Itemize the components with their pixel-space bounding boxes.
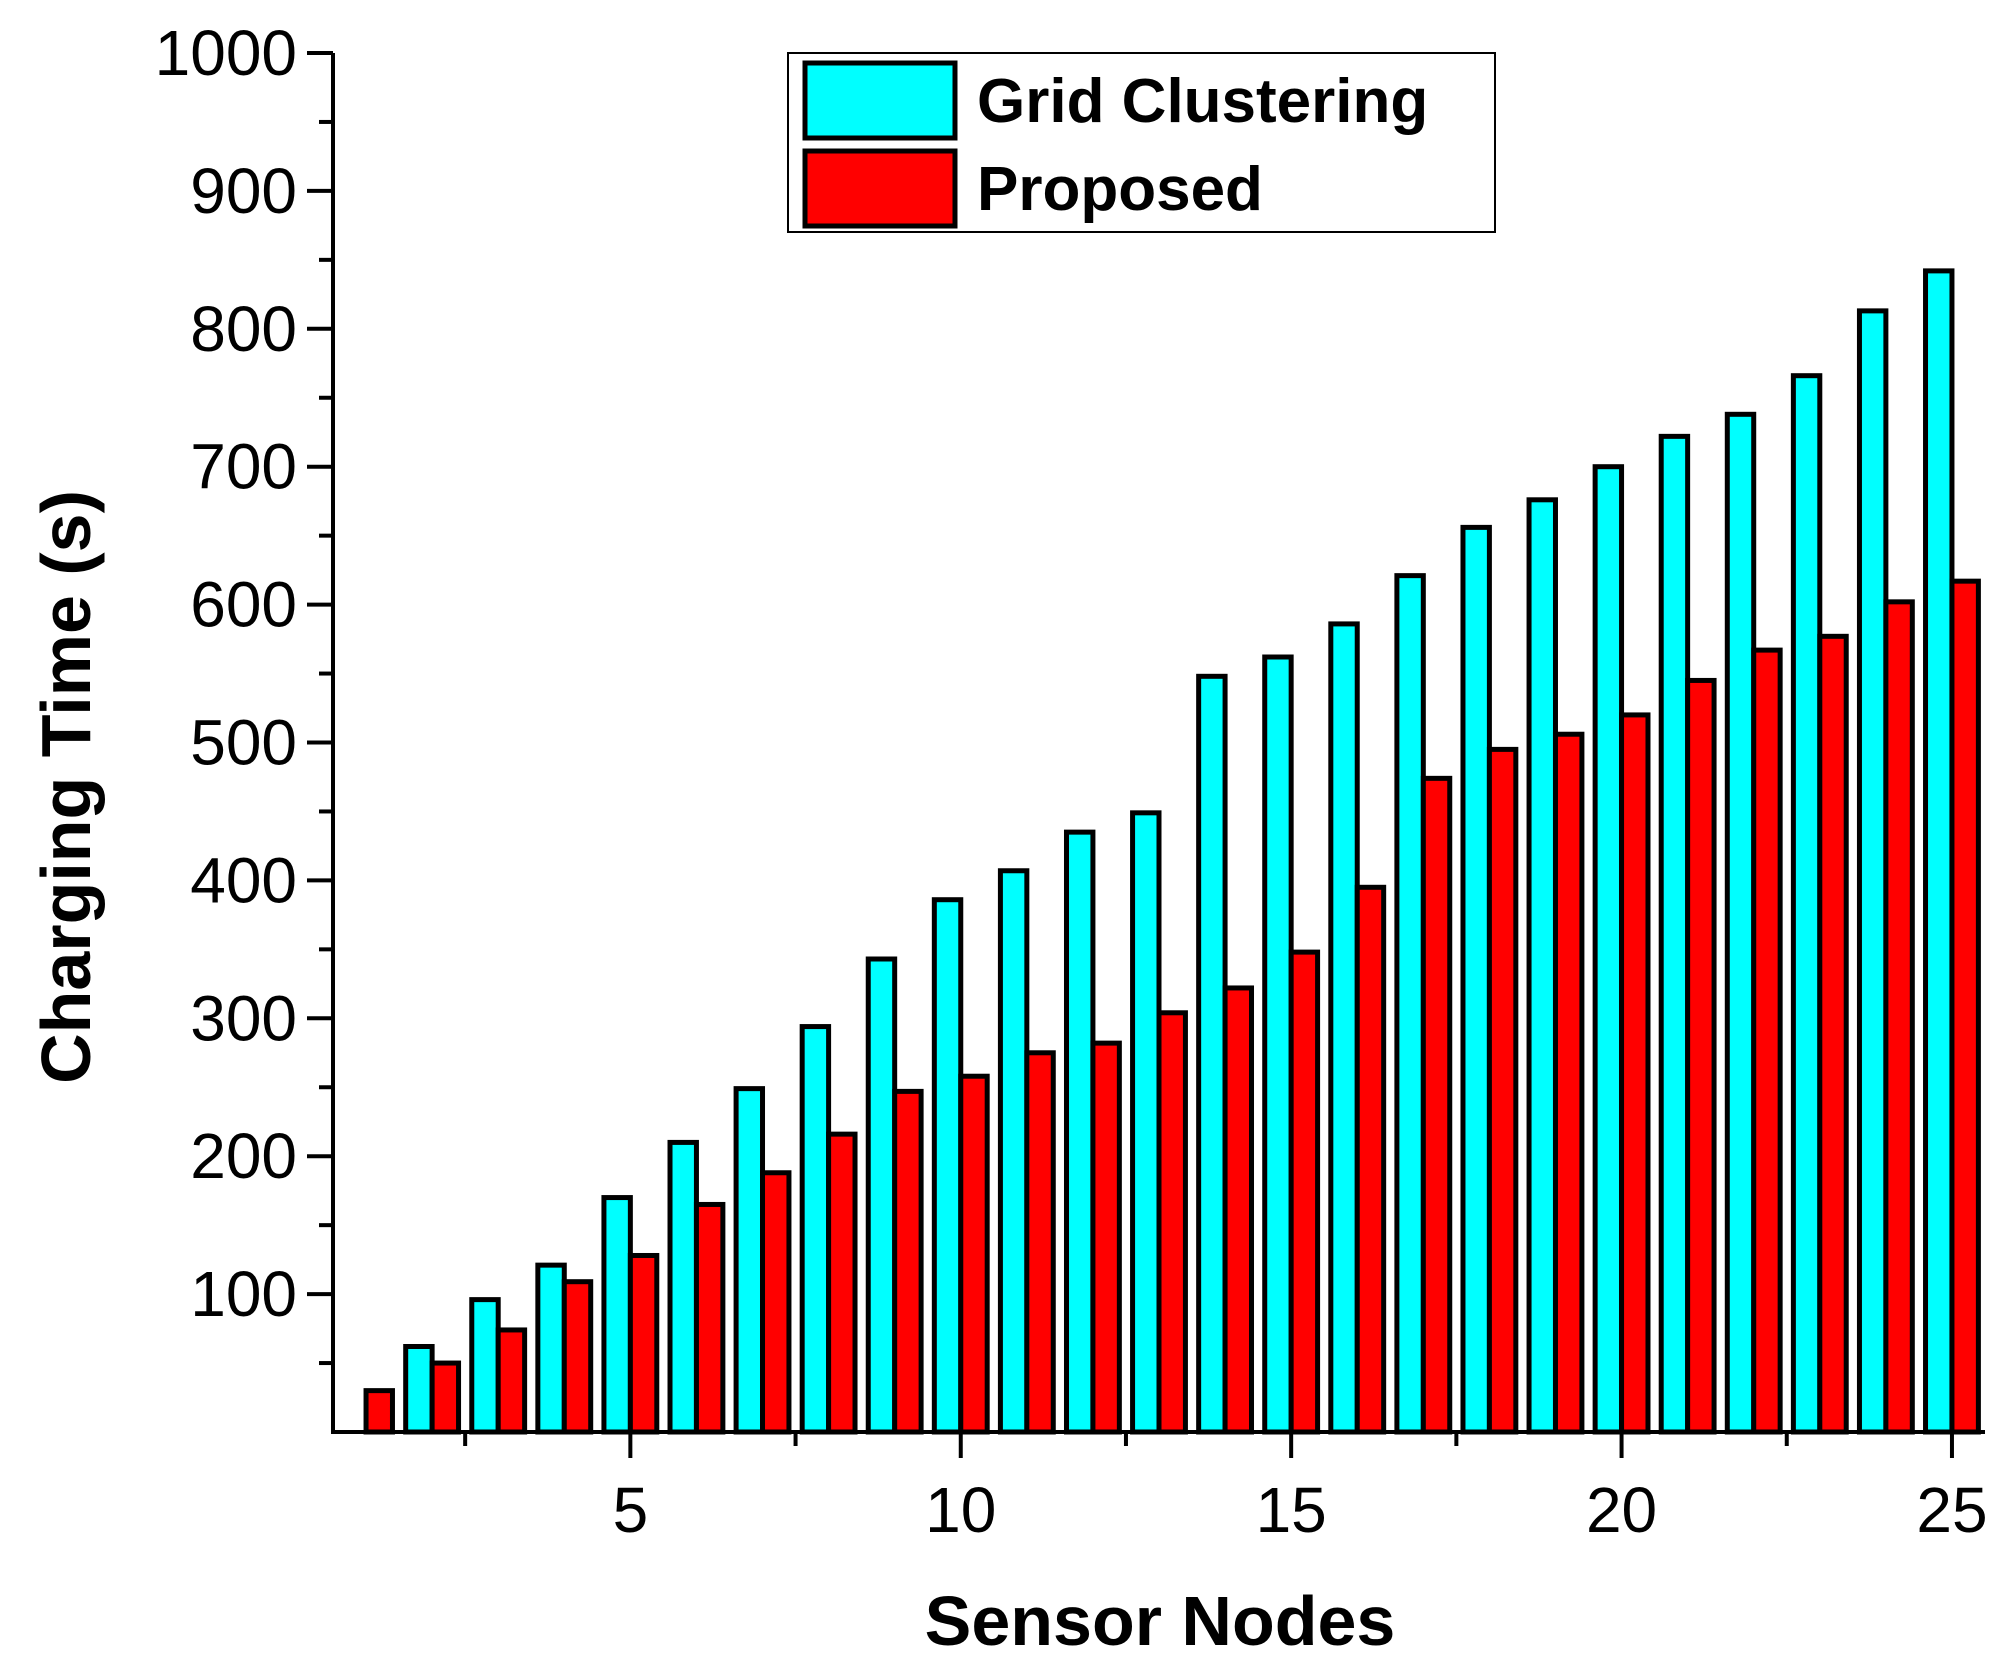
bar-proposed-20 <box>1619 712 1651 1435</box>
bar-grid-clustering-7 <box>733 1086 766 1435</box>
bar-grid-clustering-9 <box>865 956 898 1435</box>
legend-swatch-grid-clustering <box>802 60 958 141</box>
bar-proposed-15 <box>1288 949 1321 1435</box>
x-axis-title: Sensor Nodes <box>925 1582 1396 1660</box>
y-tick-label-700: 700 <box>190 431 297 503</box>
bar-proposed-13 <box>1156 1010 1188 1435</box>
bar-proposed-10 <box>958 1073 990 1435</box>
x-tick-label-15: 15 <box>1256 1474 1327 1546</box>
bar-proposed-4 <box>561 1279 594 1435</box>
y-tick-label-600: 600 <box>190 569 297 641</box>
bar-grid-clustering-5 <box>601 1195 633 1435</box>
bar-proposed-14 <box>1222 985 1255 1435</box>
bar-proposed-3 <box>495 1327 528 1435</box>
bar-proposed-18 <box>1486 746 1519 1435</box>
bar-proposed-24 <box>1883 599 1915 1435</box>
legend: Grid Clustering Proposed <box>787 52 1496 233</box>
bar-grid-clustering-24 <box>1856 308 1889 1435</box>
bar-grid-clustering-3 <box>469 1297 501 1435</box>
axes-group: 100 200 300 400 500 600 700 800 900 1000 5 10 15 20 25 <box>155 17 1988 1546</box>
x-tick-label-25: 25 <box>1916 1474 1987 1546</box>
bar-proposed-19 <box>1552 731 1585 1435</box>
y-tick-label-1000: 1000 <box>155 17 297 89</box>
y-tick-label-200: 200 <box>190 1120 297 1192</box>
legend-label-proposed: Proposed <box>977 155 1263 224</box>
bar-proposed-25 <box>1949 578 1981 1435</box>
bars-group <box>363 268 1981 1435</box>
bar-grid-clustering-10 <box>931 897 964 1435</box>
x-tick-label-5: 5 <box>613 1474 649 1546</box>
y-tick-label-500: 500 <box>190 707 297 779</box>
bar-grid-clustering-19 <box>1526 497 1558 1435</box>
bar-proposed-5 <box>627 1252 660 1435</box>
bar-proposed-7 <box>760 1170 792 1435</box>
bar-proposed-17 <box>1420 775 1453 1435</box>
x-tick-label-20: 20 <box>1586 1474 1657 1546</box>
bar-proposed-22 <box>1751 647 1783 1435</box>
bar-proposed-16 <box>1354 884 1387 1435</box>
bar-grid-clustering-8 <box>799 1024 832 1435</box>
bar-proposed-12 <box>1090 1040 1122 1435</box>
bar-grid-clustering-13 <box>1130 810 1162 1435</box>
bar-proposed-1 <box>363 1388 395 1435</box>
y-tick-label-300: 300 <box>190 982 297 1054</box>
bar-proposed-21 <box>1685 677 1717 1435</box>
bar-grid-clustering-2 <box>403 1344 435 1435</box>
y-tick-label-900: 900 <box>190 155 297 227</box>
bar-proposed-2 <box>429 1360 462 1435</box>
x-tick-label-10: 10 <box>925 1474 996 1546</box>
bar-grid-clustering-25 <box>1923 268 1955 1435</box>
bar-grid-clustering-18 <box>1460 524 1492 1435</box>
bar-proposed-11 <box>1024 1050 1056 1435</box>
bar-grid-clustering-4 <box>535 1262 567 1435</box>
bar-grid-clustering-22 <box>1724 411 1757 1435</box>
legend-swatch-proposed <box>802 148 958 229</box>
bar-grid-clustering-20 <box>1592 464 1625 1435</box>
y-tick-label-400: 400 <box>190 844 297 916</box>
bar-grid-clustering-23 <box>1790 373 1823 1435</box>
bar-grid-clustering-12 <box>1063 829 1096 1435</box>
legend-label-grid-clustering: Grid Clustering <box>977 67 1428 136</box>
bar-proposed-8 <box>826 1131 858 1435</box>
y-tick-label-800: 800 <box>190 293 297 365</box>
bar-proposed-9 <box>892 1088 924 1435</box>
bar-grid-clustering-16 <box>1328 621 1360 1435</box>
bar-grid-clustering-6 <box>667 1139 699 1435</box>
y-tick-label-100: 100 <box>190 1258 297 1330</box>
bar-proposed-23 <box>1817 633 1849 1435</box>
bar-grid-clustering-17 <box>1394 573 1426 1435</box>
bar-grid-clustering-11 <box>997 868 1030 1435</box>
bar-proposed-6 <box>693 1201 726 1435</box>
y-axis-title: Charging Time (s) <box>27 490 105 1084</box>
bar-grid-clustering-21 <box>1658 433 1691 1435</box>
bar-grid-clustering-15 <box>1262 654 1294 1435</box>
bar-grid-clustering-14 <box>1196 673 1228 1435</box>
